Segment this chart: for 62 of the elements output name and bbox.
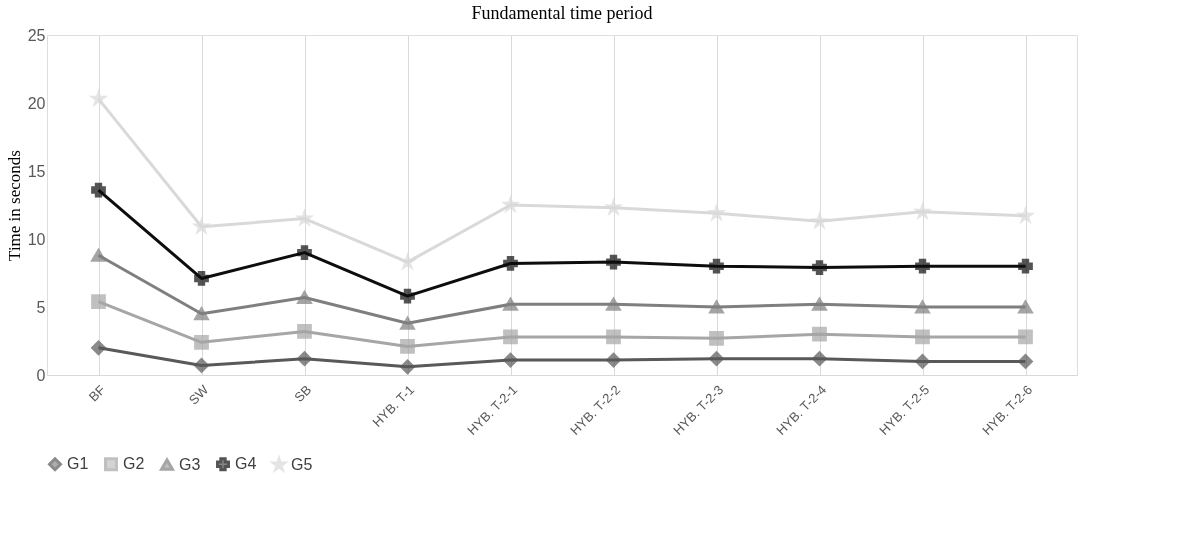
point (709, 300, 724, 314)
point (194, 334, 209, 350)
point (709, 330, 724, 346)
point (91, 248, 106, 262)
point (91, 340, 106, 356)
point (1018, 329, 1033, 345)
point (915, 258, 930, 274)
point (400, 359, 415, 375)
point (1016, 206, 1035, 224)
x-tick-label: SW (185, 381, 212, 408)
x-tick-label: BF (85, 382, 109, 405)
point (297, 245, 312, 260)
point (297, 290, 312, 305)
point (915, 354, 930, 369)
y-tick-label: 10 (27, 230, 46, 248)
point (606, 254, 621, 270)
point (606, 329, 621, 345)
point (400, 339, 415, 354)
point (1018, 258, 1033, 274)
legend-label: G2 (123, 455, 145, 473)
point (709, 351, 724, 367)
point (503, 352, 518, 368)
x-tick-label: SB (291, 382, 315, 405)
y-tick-label: 20 (27, 94, 46, 112)
point (812, 351, 827, 367)
point (297, 351, 312, 367)
y-tick-label: 25 (27, 26, 46, 44)
point (810, 211, 829, 229)
point (1018, 354, 1033, 369)
point (91, 294, 106, 309)
legend-label: G4 (235, 455, 257, 473)
point (915, 300, 930, 314)
point (915, 329, 930, 345)
point (503, 256, 518, 271)
point (707, 203, 726, 221)
point (812, 260, 827, 275)
point (194, 358, 209, 373)
point (194, 307, 209, 321)
point (400, 252, 417, 270)
y-tick-label: 15 (27, 162, 46, 180)
y-tick-label: 0 (36, 366, 46, 384)
chart-title: Fundamental time period (471, 3, 653, 23)
point (89, 89, 108, 107)
legend-label: G1 (67, 455, 89, 473)
y-axis-title: Time in seconds (4, 150, 24, 261)
point (606, 297, 621, 311)
point (297, 324, 312, 339)
point (91, 182, 106, 198)
point (812, 297, 827, 311)
y-tick-label: 5 (36, 298, 46, 316)
point (1018, 300, 1033, 314)
point (606, 352, 621, 368)
point (400, 316, 415, 330)
legend-label: G5 (291, 455, 313, 473)
legend-label: G3 (179, 455, 201, 473)
point (501, 195, 520, 213)
point (812, 326, 827, 342)
point (194, 271, 209, 286)
point (503, 297, 518, 311)
point (503, 329, 518, 345)
point (709, 258, 724, 274)
point (400, 288, 415, 304)
